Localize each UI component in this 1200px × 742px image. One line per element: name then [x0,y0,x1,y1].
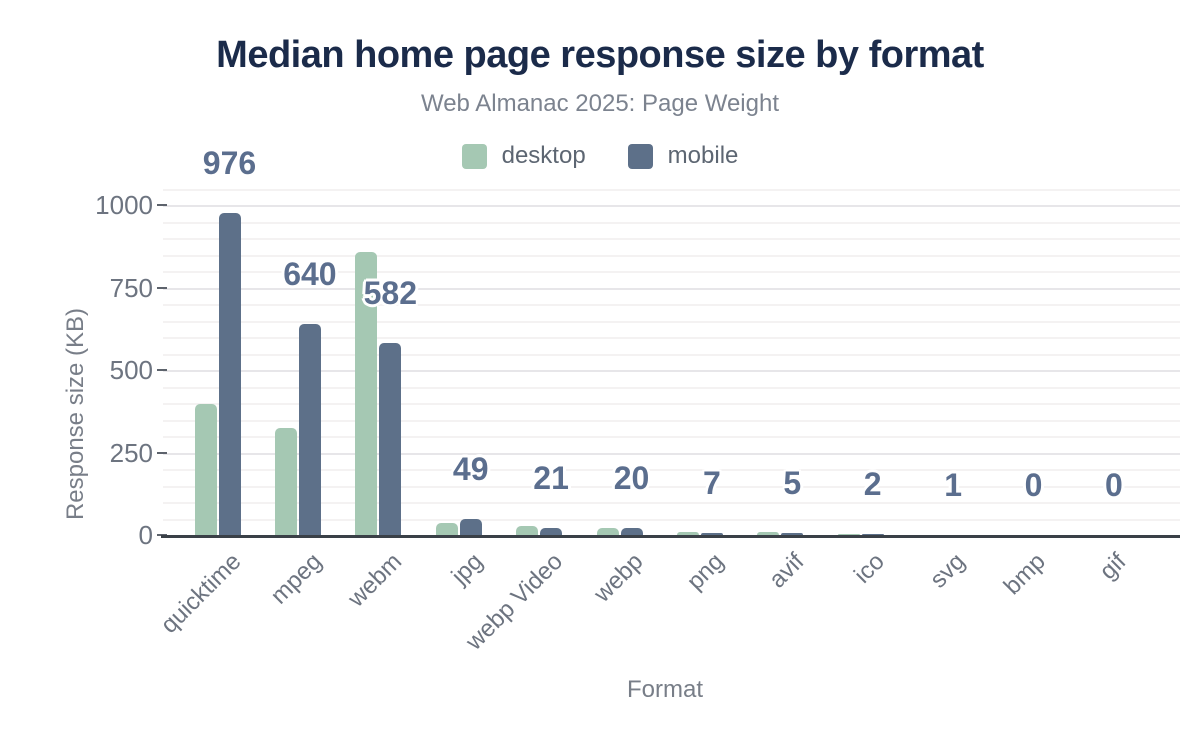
legend-swatch-mobile [627,143,653,169]
gridline-minor [163,518,1180,521]
y-tick-label: 500 [109,355,153,385]
value-label-quicktime: 976 [202,144,257,181]
bar-mobile-webp-video[interactable] [540,528,563,535]
bar-mobile-avif[interactable] [781,533,804,535]
y-tick-mark [157,451,167,454]
x-axis-line [161,535,1180,538]
bar-desktop-webm[interactable] [355,251,378,535]
bar-desktop-ico[interactable] [837,534,860,535]
value-label-gif: 0 [1104,467,1123,503]
gridline-minor [163,238,1180,240]
legend-label-desktop: desktop [501,142,586,169]
bar-desktop-webp[interactable] [596,528,619,535]
legend-label-mobile: mobile [667,142,739,169]
value-label-png: 7 [702,464,721,501]
x-tick-text: bmp [998,548,1051,601]
gridline-minor [163,386,1180,389]
value-label-avif: 5 [783,465,802,502]
x-tick-text: avif [763,548,810,594]
gridline-major [163,370,1180,372]
gridline-minor [163,419,1180,422]
bar-desktop-avif[interactable] [757,532,780,535]
x-axis-title: Format [626,676,703,703]
bar-mobile-png[interactable] [700,532,723,535]
bar-desktop-jpg[interactable] [435,523,458,535]
value-label-svg: 1 [944,466,962,503]
x-tick-text: quicktime [155,548,247,639]
gridline-minor [163,403,1180,405]
gridline-minor [163,502,1180,504]
x-tick-text: mpeg [265,548,327,610]
gridline-minor [163,271,1180,273]
gridline-major [163,287,1180,290]
gridline-minor [163,353,1180,356]
bar-mobile-jpg[interactable] [459,518,482,535]
bar-desktop-quicktime[interactable] [194,403,217,535]
gridline-minor [163,469,1180,471]
y-tick-label: 250 [109,437,153,468]
gridline-minor [163,337,1180,339]
gridline-minor [163,320,1180,323]
value-label-webm: 582 [363,274,417,311]
y-tick-mark [157,204,167,206]
bar-desktop-png[interactable] [676,532,699,535]
y-tick-mark [157,369,167,371]
x-tick-text: ico [848,548,890,589]
value-label-webp: 20 [613,460,650,497]
x-tick-text: svg [924,548,971,594]
x-tick-text: png [681,548,729,596]
value-label-webp-video: 21 [533,460,569,497]
x-tick-text: webm [343,548,408,613]
legend-item-desktop[interactable]: desktop [461,142,586,170]
chart-title: Median home page response size by format [216,34,984,76]
gridline-minor [163,304,1180,306]
bar-mobile-quicktime[interactable] [218,212,241,535]
gridline-major [163,452,1180,455]
legend-item-mobile[interactable]: mobile [627,142,739,170]
bar-mobile-webm[interactable] [379,342,402,535]
bar-mobile-webp[interactable] [620,528,643,535]
value-label-jpg: 49 [452,450,489,487]
chart-subtitle: Web Almanac 2025: Page Weight [420,90,779,117]
y-tick-mark [157,286,167,289]
bar-mobile-mpeg[interactable] [298,323,321,535]
value-label-ico: 2 [863,466,882,503]
y-tick-label: 1000 [95,190,153,220]
y-tick-label: 0 [138,520,153,550]
x-tick-text: jpg [446,548,488,590]
gridline-minor [163,188,1180,191]
gridline-minor [163,436,1180,438]
legend-swatch-desktop [461,143,487,169]
bar-desktop-mpeg[interactable] [274,428,297,535]
x-tick-text: gif [1093,548,1131,586]
gridline-minor [163,221,1180,224]
legend: desktop mobile [0,141,1200,171]
bar-desktop-webp-video[interactable] [516,525,539,535]
value-label-mpeg: 640 [283,255,337,292]
gridline-major [163,205,1180,207]
y-tick-label: 750 [109,272,153,303]
gridline-minor [163,254,1180,257]
value-label-bmp: 0 [1024,467,1043,503]
gridline-minor [163,485,1180,488]
bar-mobile-ico[interactable] [861,534,884,535]
x-tick-text: webp [588,548,649,608]
